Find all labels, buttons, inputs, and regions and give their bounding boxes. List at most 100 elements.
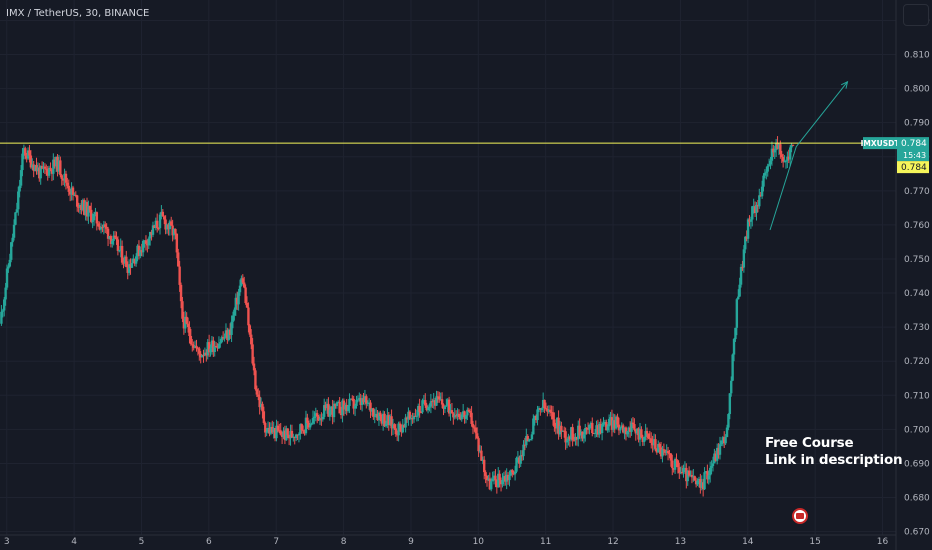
candle-body [621, 425, 625, 433]
candle-body [619, 427, 622, 431]
candle-body [35, 165, 38, 172]
candle-body [689, 474, 692, 476]
candle-body [63, 173, 66, 181]
candle-body [339, 413, 343, 416]
symbol-badge[interactable] [863, 137, 897, 150]
candle-body [337, 401, 340, 403]
marker-layer[interactable] [792, 508, 808, 524]
candle-body [379, 412, 382, 417]
candle-body [654, 439, 657, 449]
candle-body [470, 412, 473, 424]
candle-body [266, 427, 270, 432]
level-price-badge[interactable] [897, 161, 929, 174]
y-tick-label: 0.800 [904, 85, 930, 95]
candle-body [133, 258, 136, 264]
candle-body [606, 426, 609, 431]
candle-body [241, 278, 245, 283]
x-tick-label: 4 [71, 537, 77, 547]
candle-body [626, 431, 629, 435]
candle-body [647, 433, 650, 439]
candle-body [557, 417, 560, 435]
candle-body [250, 334, 253, 345]
candle-body [341, 400, 344, 416]
candle-body [600, 424, 604, 434]
candle-body [294, 434, 298, 439]
y-tick-label: 0.670 [904, 528, 930, 538]
chart-settings-button[interactable] [903, 4, 929, 26]
candle-body [113, 235, 117, 238]
candle-body [28, 150, 31, 156]
candle-body [766, 165, 769, 172]
candle-body [412, 415, 416, 420]
candle-body [520, 455, 524, 457]
symbol-title[interactable]: IMX / TetherUS, 30, BINANCE [6, 8, 150, 19]
candle-body [550, 412, 553, 414]
candle-body [314, 413, 317, 417]
candle-body [461, 411, 465, 415]
candle-body [38, 167, 41, 179]
candle-body [308, 424, 312, 428]
countdown-label: 15:43 [903, 151, 926, 160]
candle-body [585, 428, 588, 430]
candle-body [638, 429, 642, 440]
candle-body [120, 245, 124, 263]
candle-body [411, 418, 414, 420]
candle-body [717, 447, 720, 455]
trendline[interactable] [769, 146, 797, 231]
candle-body [36, 167, 40, 172]
candle-body [628, 427, 632, 432]
candle-body [14, 212, 17, 225]
candle-body [4, 287, 7, 300]
candle-body [783, 161, 786, 163]
candle-body [720, 440, 723, 445]
candle-body [477, 438, 480, 452]
candle-body [456, 413, 459, 417]
candle-body [417, 405, 420, 416]
candle-body [226, 330, 229, 340]
candle-body [351, 398, 354, 400]
candle-body [426, 407, 430, 411]
candle-body [568, 436, 572, 440]
candle-body [734, 327, 737, 340]
candle-body [209, 348, 212, 353]
x-tick-label: 11 [540, 537, 551, 547]
candle-body [330, 406, 333, 410]
candle-body [118, 250, 121, 252]
candle-body [554, 426, 557, 429]
y-tick-label: 0.750 [904, 255, 930, 265]
candle-body [280, 434, 284, 437]
candle-body [73, 194, 76, 196]
candle-body [349, 398, 353, 400]
candle-body [769, 160, 772, 165]
candle-body [32, 164, 35, 171]
last-price-badge[interactable] [897, 137, 929, 162]
candle-body [380, 416, 383, 424]
candle-body [643, 436, 646, 443]
projection-arrow[interactable] [795, 81, 848, 147]
candle-body [24, 148, 27, 156]
candle-body [244, 287, 247, 304]
candle-body [581, 431, 584, 439]
candle-body [506, 474, 510, 481]
candle-body [395, 434, 399, 436]
y-tick-label: 0.680 [904, 494, 930, 504]
candle-body [468, 411, 472, 413]
candle-body [751, 206, 754, 220]
candle-body [123, 256, 127, 264]
candle-body [429, 401, 433, 407]
candle-body [745, 236, 748, 239]
candle-body [264, 422, 267, 433]
candle-body [67, 185, 70, 192]
candle-body [331, 406, 334, 418]
candle-body [259, 403, 263, 408]
candle-body [777, 144, 781, 149]
candle-body [446, 399, 449, 406]
candle-body [571, 427, 574, 440]
candle-body [348, 398, 351, 406]
candle-body [193, 345, 197, 348]
candle-body [687, 470, 691, 476]
candle-body [80, 205, 83, 210]
candle-body [491, 478, 494, 482]
candle-body [724, 437, 727, 444]
